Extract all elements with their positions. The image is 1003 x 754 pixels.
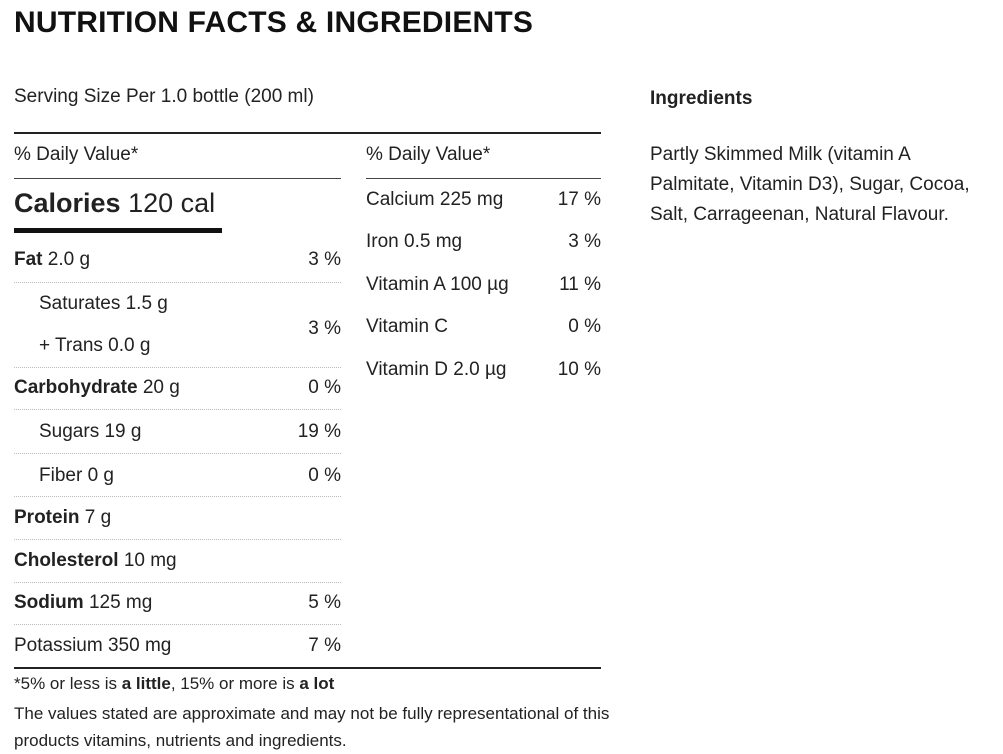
- row-separator: [14, 282, 341, 283]
- ingredients-heading: Ingredients: [650, 88, 753, 109]
- row-separator: [14, 367, 341, 368]
- nutrient-amount: 20 g: [142, 377, 180, 398]
- vitamin-name: Vitamin D 2.0 µg: [366, 359, 507, 380]
- nutrient-name: Potassium 350 mg: [14, 635, 172, 656]
- nutrient-pct: 0 %: [308, 377, 341, 398]
- nutrient-pct: 3 %: [308, 318, 341, 339]
- row-separator: [14, 582, 341, 583]
- bottom-rule: [14, 667, 601, 669]
- page-title: NUTRITION FACTS & INGREDIENTS: [14, 6, 534, 39]
- serving-size: Serving Size Per 1.0 bottle (200 ml): [14, 86, 314, 107]
- nutrient-name: Carbohydrate: [14, 377, 138, 398]
- vitamin-name: Vitamin C: [366, 316, 449, 337]
- calories-label: Calories: [14, 188, 121, 218]
- header-divider-left: [14, 178, 341, 179]
- calories-underline: [14, 228, 222, 233]
- daily-value-header-right: % Daily Value*: [366, 144, 491, 165]
- daily-value-header-left: % Daily Value*: [14, 144, 139, 165]
- vitamin-pct: 11 %: [559, 274, 601, 295]
- calories-value: 120 cal: [128, 188, 216, 218]
- nutrient-pct: 5 %: [308, 592, 341, 613]
- vitamin-pct: 3 %: [568, 231, 601, 252]
- nutrient-amount: 10 mg: [123, 550, 177, 571]
- nutrient-amount: 125 mg: [88, 592, 153, 613]
- nutrient-amount: 7 g: [84, 507, 112, 528]
- nutrient-name: Saturates 1.5 g: [39, 293, 168, 314]
- row-separator: [14, 624, 341, 625]
- row-separator: [14, 453, 341, 454]
- nutrient-amount: 2.0 g: [47, 249, 91, 270]
- nutrient-name: Cholesterol: [14, 550, 119, 571]
- nutrient-pct: 0 %: [308, 465, 341, 486]
- nutrient-name: Sodium: [14, 592, 84, 613]
- nutrient-pct: 7 %: [308, 635, 341, 656]
- nutrient-name: Fat: [14, 249, 43, 270]
- row-separator: [14, 409, 341, 410]
- top-rule: [14, 132, 601, 134]
- daily-value-footnote: *5% or less is a little, 15% or more is …: [14, 674, 334, 694]
- vitamin-pct: 10 %: [557, 359, 601, 380]
- header-divider-right: [366, 178, 601, 179]
- ingredients-text: Partly Skimmed Milk (vitamin A Palmitate…: [650, 144, 970, 225]
- vitamin-name: Calcium 225 mg: [366, 189, 504, 210]
- nutrient-name: + Trans 0.0 g: [39, 335, 151, 356]
- calories-line: Calories 120 cal: [14, 188, 215, 219]
- vitamin-name: Vitamin A 100 µg: [366, 274, 509, 295]
- vitamin-pct: 0 %: [568, 316, 601, 337]
- footnote-lot: a lot: [299, 674, 335, 693]
- footnote-little: a little: [121, 674, 171, 693]
- row-separator: [14, 539, 341, 540]
- nutrient-name: Protein: [14, 507, 80, 528]
- nutrient-pct: 3 %: [308, 249, 341, 270]
- disclaimer: The values stated are approximate and ma…: [14, 704, 610, 750]
- nutrient-pct: 19 %: [297, 421, 341, 442]
- vitamin-pct: 17 %: [557, 189, 601, 210]
- footnote-text: , 15% or more is: [170, 674, 300, 693]
- footnote-text: *5% or less is: [14, 674, 122, 693]
- nutrient-name: Sugars 19 g: [39, 421, 142, 442]
- vitamin-name: Iron 0.5 mg: [366, 231, 463, 252]
- row-separator: [14, 496, 341, 497]
- nutrient-name: Fiber 0 g: [39, 465, 114, 486]
